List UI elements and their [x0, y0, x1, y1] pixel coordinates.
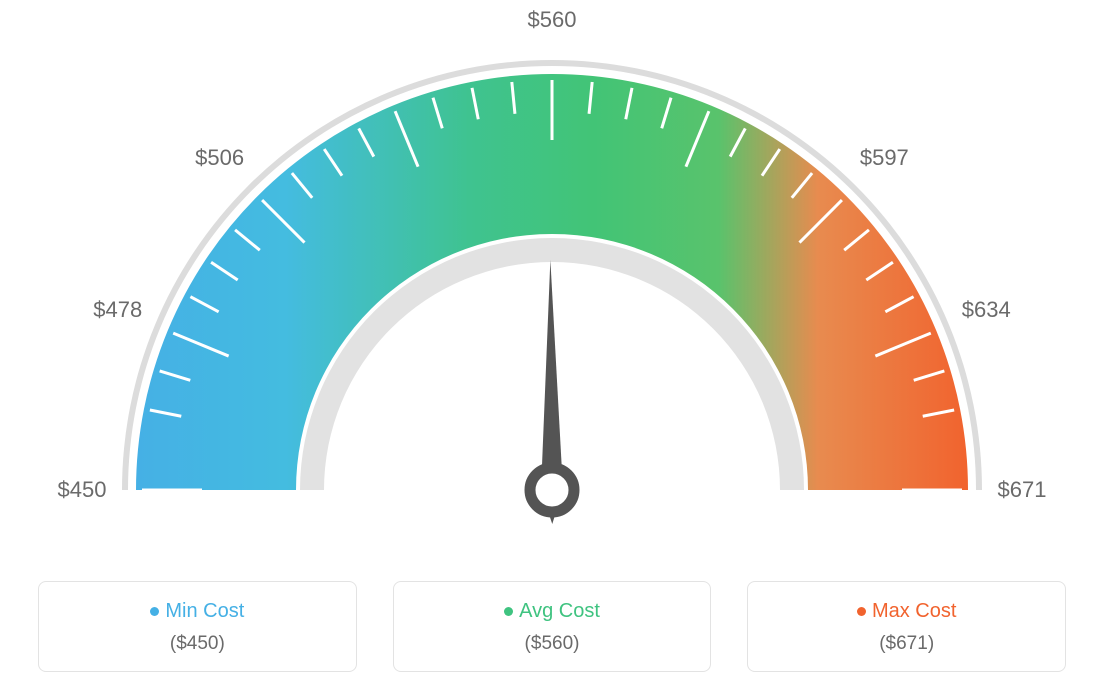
gauge-tick-label: $634 [962, 297, 1011, 323]
legend-label-avg: Avg Cost [519, 600, 600, 622]
legend-value-avg: ($560) [404, 633, 701, 655]
gauge-chart [0, 0, 1104, 560]
cost-gauge-container: $450 $478 $506 $560 $597 $634 $671 Min Cost ($… [0, 0, 1104, 690]
legend-card-avg: Avg Cost ($560) [393, 581, 712, 672]
gauge-tick-label: $450 [58, 477, 107, 503]
gauge-tick-label: $560 [528, 7, 577, 33]
legend-title-max: Max Cost [758, 600, 1055, 623]
legend-dot-max [857, 607, 866, 616]
legend-card-max: Max Cost ($671) [747, 581, 1066, 672]
legend-title-min: Min Cost [49, 600, 346, 623]
gauge-area: $450 $478 $506 $560 $597 $634 $671 [0, 0, 1104, 560]
legend-title-avg: Avg Cost [404, 600, 701, 623]
legend-value-max: ($671) [758, 633, 1055, 655]
legend-dot-avg [504, 607, 513, 616]
legend-dot-min [150, 607, 159, 616]
legend-card-min: Min Cost ($450) [38, 581, 357, 672]
gauge-tick-label: $506 [195, 145, 244, 171]
gauge-tick-label: $478 [93, 297, 142, 323]
legend-label-max: Max Cost [872, 600, 956, 622]
legend-value-min: ($450) [49, 633, 346, 655]
legend-label-min: Min Cost [165, 600, 244, 622]
legend-row: Min Cost ($450) Avg Cost ($560) Max Cost… [0, 581, 1104, 672]
gauge-tick-label: $597 [860, 145, 909, 171]
gauge-tick-label: $671 [998, 477, 1047, 503]
